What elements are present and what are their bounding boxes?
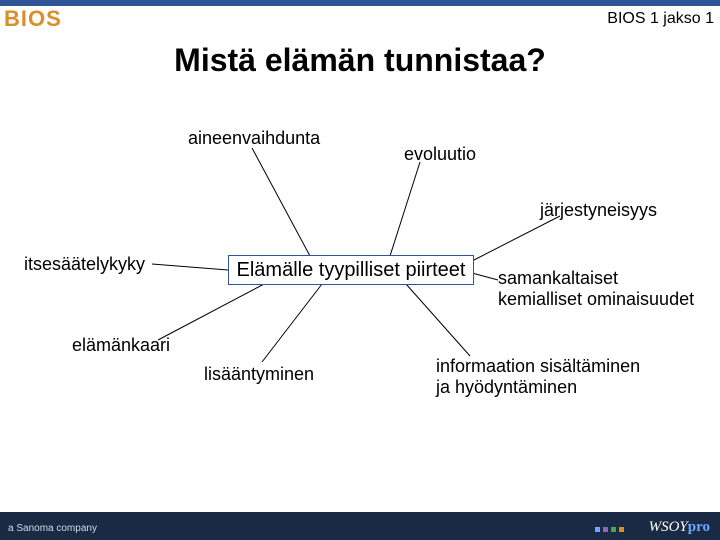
concept-aineenvaihdunta: aineenvaihdunta — [188, 128, 320, 149]
connector-line — [472, 216, 560, 261]
footer-dots — [595, 527, 624, 532]
footer-dot — [603, 527, 608, 532]
connector-line — [390, 162, 420, 256]
slide: BIOS BIOS 1 jakso 1 Mistä elämän tunnist… — [0, 0, 720, 540]
central-concept-box: Elämälle tyypilliset piirteet — [228, 255, 474, 285]
footer-brand-main: WSOY — [649, 519, 688, 535]
connector-line — [252, 148, 310, 256]
connector-line — [262, 284, 322, 362]
footer-bar: a Sanoma company WSOYpro — [0, 512, 720, 540]
brand-logo: BIOS — [4, 6, 62, 32]
concept-jarjestyneisyys: järjestyneisyys — [540, 200, 657, 221]
footer-dot — [619, 527, 624, 532]
concept-samankaltaiset: samankaltaiset kemialliset ominaisuudet — [498, 268, 694, 310]
concept-lisaantyminen: lisääntyminen — [204, 364, 314, 385]
central-concept-text: Elämälle tyypilliset piirteet — [237, 259, 466, 282]
footer-dot — [611, 527, 616, 532]
footer-brand-suffix: pro — [688, 519, 710, 535]
concept-informaatio: informaation sisältäminen ja hyödyntämin… — [436, 356, 640, 398]
footer-brand: WSOYpro — [649, 519, 710, 536]
connector-line — [152, 264, 228, 270]
concept-itsesaatelykyky: itsesäätelykyky — [24, 254, 145, 275]
connector-line — [158, 284, 264, 340]
slide-title: Mistä elämän tunnistaa? — [0, 42, 720, 79]
concept-elamankaari: elämänkaari — [72, 335, 170, 356]
chapter-label: BIOS 1 jakso 1 — [607, 10, 714, 28]
top-bar — [0, 0, 720, 6]
footer-dot — [595, 527, 600, 532]
connector-line — [472, 273, 498, 280]
footer-company: a Sanoma company — [8, 523, 97, 534]
concept-evoluutio: evoluutio — [404, 144, 476, 165]
connector-line — [406, 284, 470, 356]
